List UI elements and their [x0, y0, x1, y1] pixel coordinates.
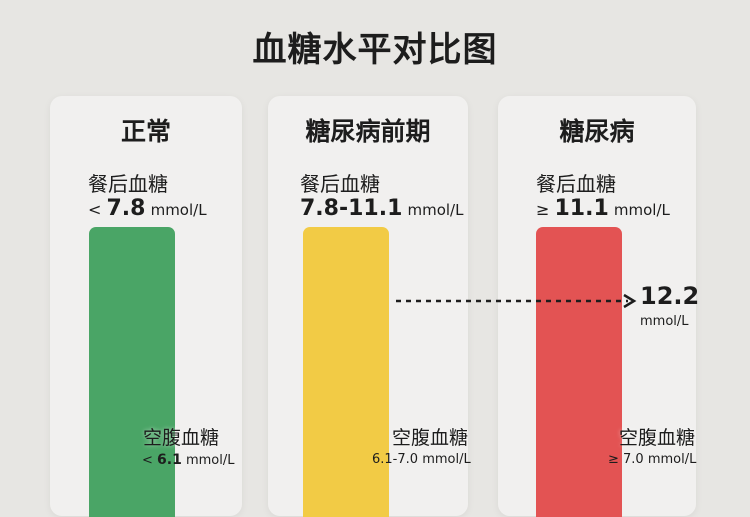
- fasting-label: 空腹血糖: [392, 427, 469, 449]
- chart-title: 血糖水平对比图: [252, 30, 498, 70]
- panel-title-diabetes: 糖尿病: [559, 117, 635, 146]
- range-unit: mmol/L: [150, 201, 207, 219]
- postprandial-label: 餐后血糖: [536, 172, 616, 196]
- postprandial-range-prediabetes: 7.8-11.1 mmol/L: [300, 196, 463, 221]
- range-unit: mmol/L: [422, 452, 471, 467]
- range-prefix: <: [142, 453, 158, 468]
- bar-diabetes: [536, 227, 622, 517]
- fasting-range-prediabetes: 6.1-7.0 mmol/L: [372, 452, 471, 467]
- postprandial-range-normal: < 7.8 mmol/L: [88, 196, 207, 221]
- panel-diabetes: 糖尿病 餐后血糖 ≥ 11.1 mmol/L 空腹血糖 ≥ 7.0 mmol/L: [498, 96, 696, 517]
- arrow-head-icon: [623, 293, 637, 309]
- postprandial-range-diabetes: ≥ 11.1 mmol/L: [536, 196, 670, 221]
- panel-title-prediabetes: 糖尿病前期: [305, 117, 431, 146]
- range-unit: mmol/L: [407, 201, 464, 219]
- fasting-label: 空腹血糖: [143, 427, 220, 449]
- highlight-unit: mmol/L: [640, 314, 689, 329]
- range-prefix: ≥: [536, 200, 555, 219]
- panel-prediabetes: 糖尿病前期 餐后血糖 7.8-11.1 mmol/L 空腹血糖 6.1-7.0 …: [268, 96, 471, 517]
- highlight-value: 12.2: [640, 282, 700, 310]
- range-prefix: <: [88, 200, 107, 219]
- range-value: 7.8: [106, 196, 146, 221]
- range-unit: mmol/L: [613, 201, 670, 219]
- fasting-range-diabetes: ≥ 7.0 mmol/L: [608, 452, 696, 467]
- panel-title-normal: 正常: [120, 117, 171, 146]
- bar-prediabetes: [303, 227, 389, 517]
- range-value: 6.1: [157, 452, 182, 468]
- postprandial-label: 餐后血糖: [300, 172, 380, 196]
- fasting-label: 空腹血糖: [619, 427, 696, 449]
- fasting-range-normal: < 6.1 mmol/L: [142, 452, 235, 468]
- panel-normal: 正常 餐后血糖 < 7.8 mmol/L 空腹血糖 < 6.1 mmol/L: [50, 96, 242, 517]
- range-prefix: ≥: [608, 452, 624, 467]
- range-unit: mmol/L: [185, 453, 235, 468]
- range-value: 6.1-7.0: [372, 452, 419, 467]
- range-value: 7.0: [623, 452, 644, 467]
- range-unit: mmol/L: [647, 452, 697, 467]
- postprandial-label: 餐后血糖: [88, 172, 168, 196]
- bar-normal: [89, 227, 175, 517]
- highlight-arrow: [396, 293, 637, 309]
- range-value: 11.1: [554, 196, 609, 221]
- range-value: 7.8-11.1: [300, 196, 403, 221]
